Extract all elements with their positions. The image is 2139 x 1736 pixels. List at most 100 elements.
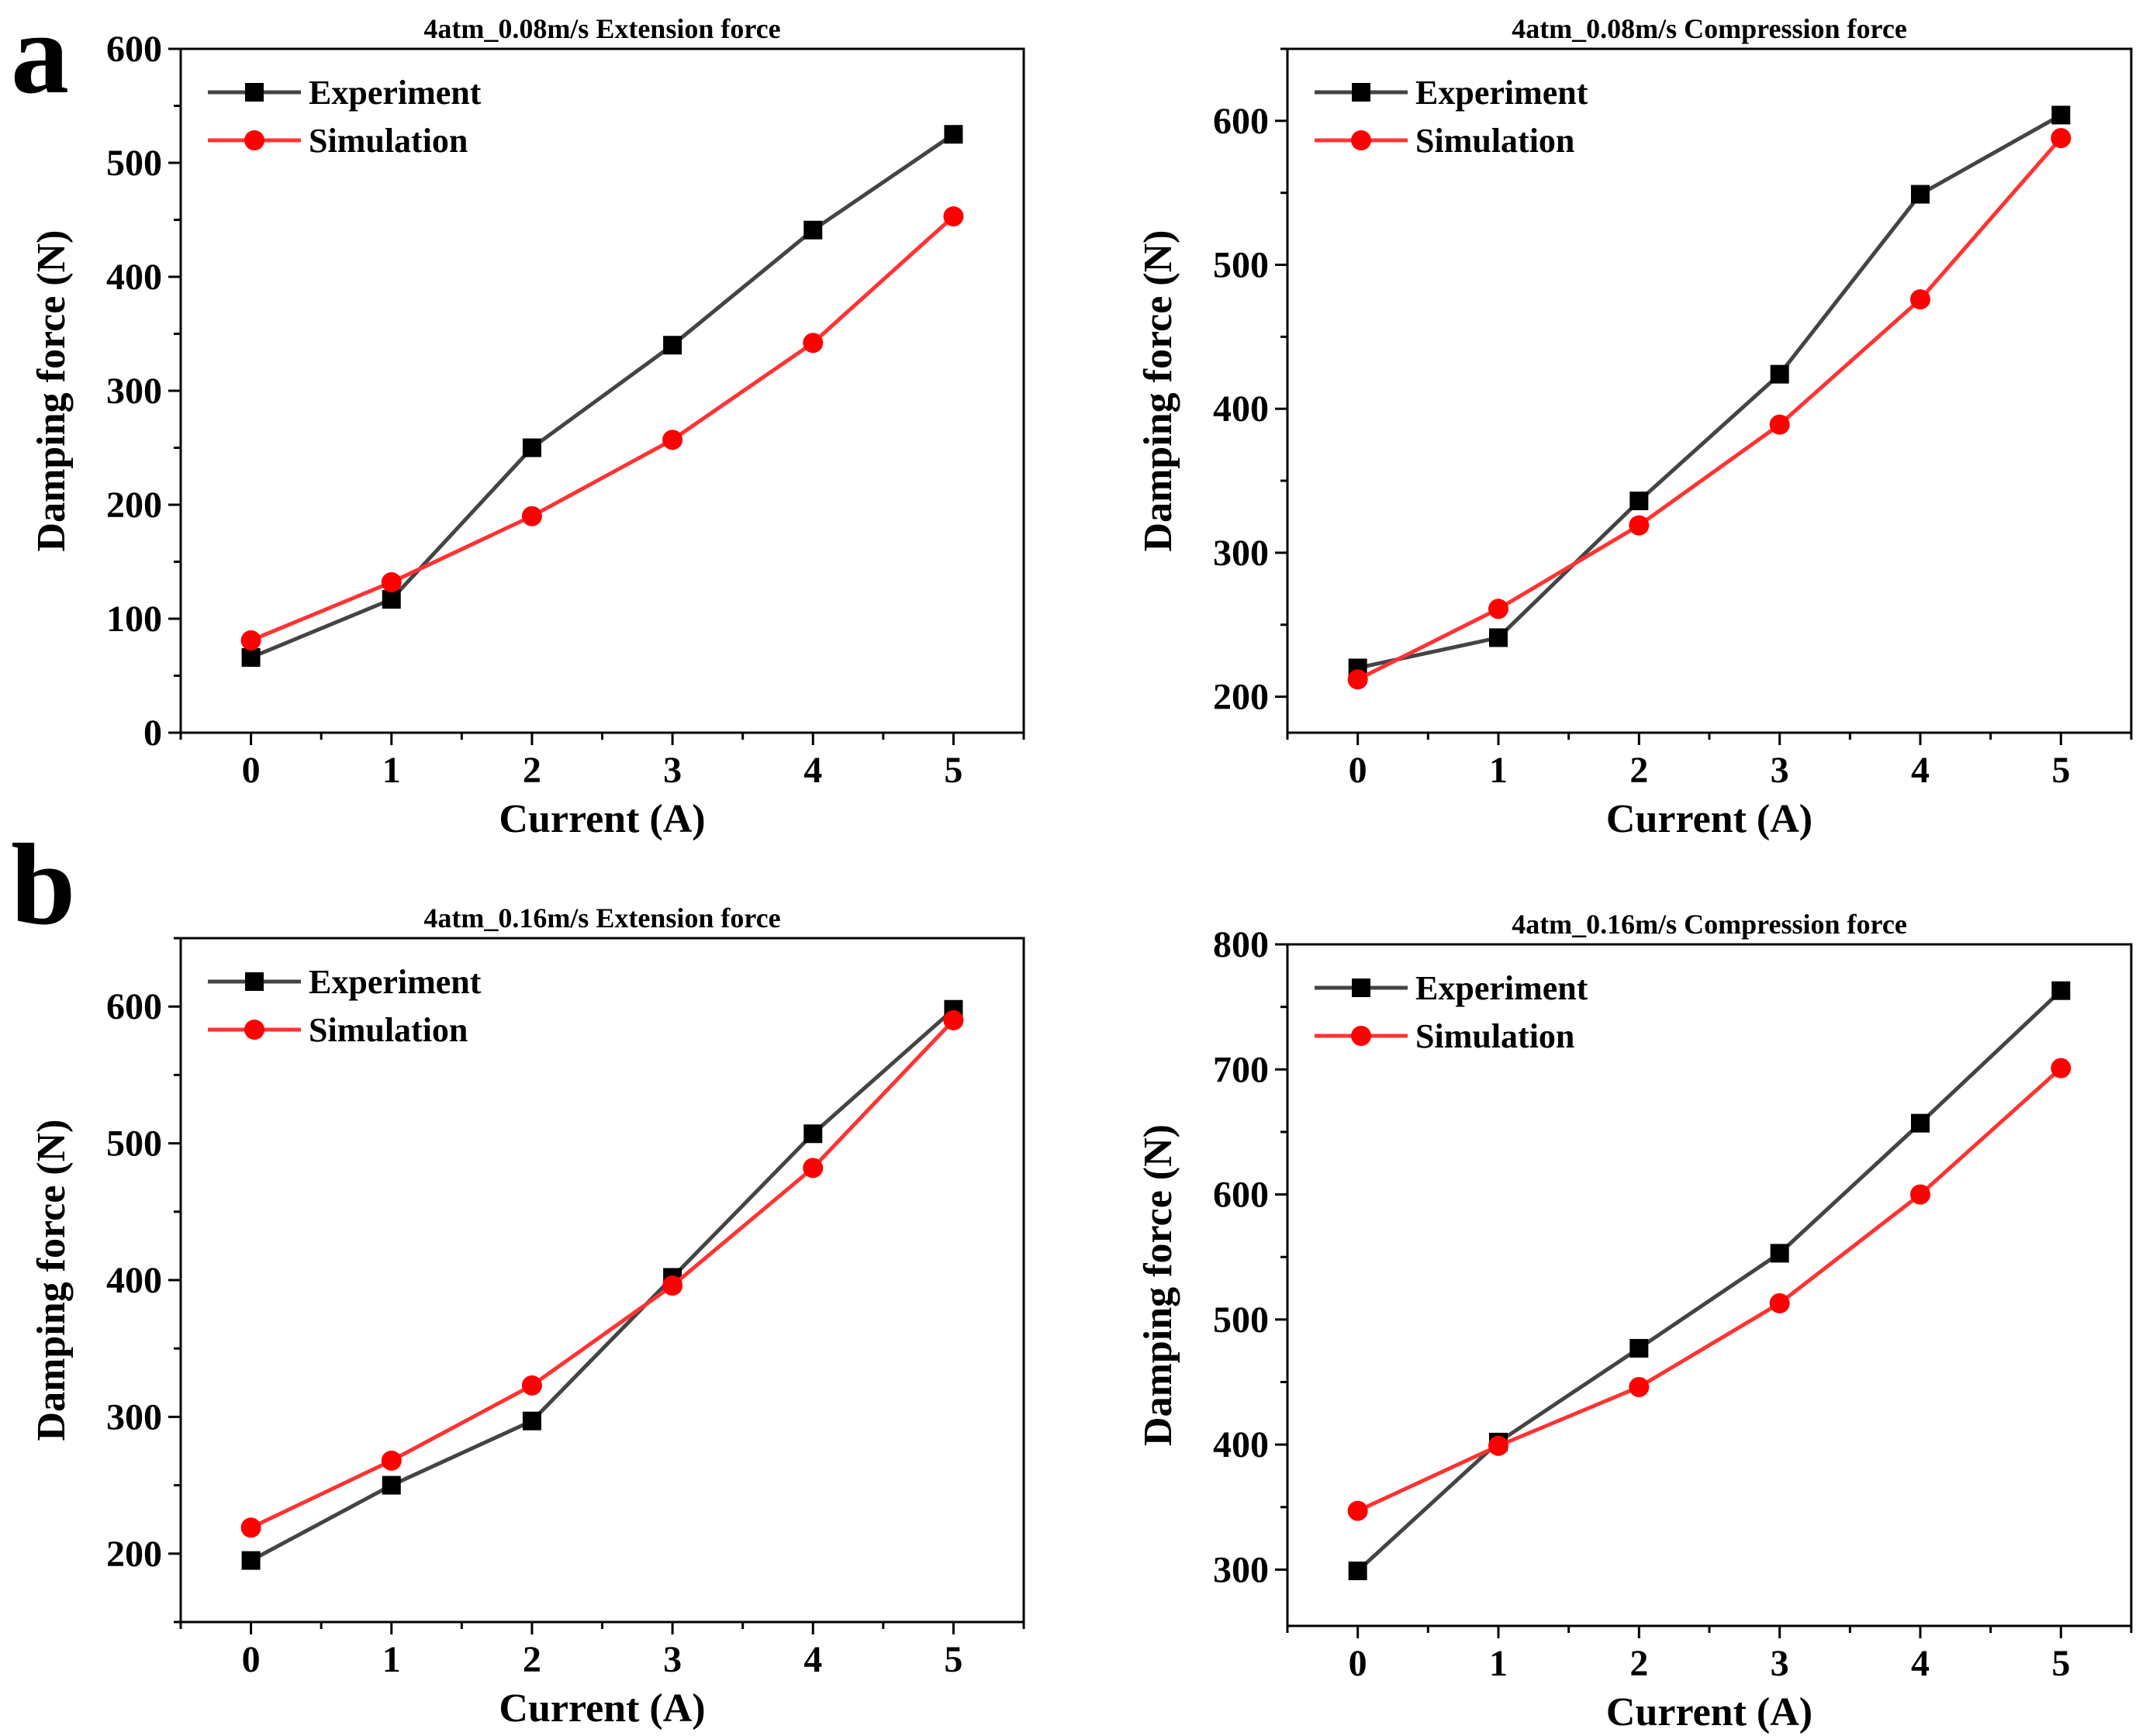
y-tick-label: 400 — [1213, 388, 1269, 430]
data-point-experiment — [663, 336, 682, 355]
x-tick-label: 0 — [242, 1639, 261, 1680]
x-tick-label: 1 — [382, 1639, 401, 1680]
chart-compression-016: 4atm_0.16m/s Compression force 0 1 2 3 4 5 300 4… — [1136, 909, 2133, 1734]
data-point-experiment — [1911, 1113, 1930, 1133]
y-tick-label: 0 — [143, 713, 162, 754]
series-line-simulation — [1356, 136, 2063, 682]
x-tick-label: 2 — [1629, 750, 1648, 791]
data-point-experiment — [1489, 628, 1508, 647]
legend-marker-simulation — [1351, 130, 1371, 150]
chart-compression-008: 4atm_0.08m/s Compression force 0 1 2 3 4 5 200 3… — [1136, 13, 2133, 841]
chart-title: 4atm_0.16m/s Extension force — [423, 903, 780, 934]
y-tick-label: 800 — [1213, 924, 1269, 965]
data-point-simulation — [381, 1450, 402, 1471]
data-point-experiment — [2051, 105, 2071, 125]
legend-label-simulation: Simulation — [309, 1011, 468, 1049]
chart-title: 4atm_0.16m/s Compression force — [1512, 909, 1907, 940]
chart-title: 4atm_0.08m/s Extension force — [423, 13, 780, 44]
data-point-experiment — [1911, 185, 1930, 204]
data-point-experiment — [803, 1124, 823, 1144]
y-tick-label: 100 — [106, 599, 162, 640]
legend-marker-experiment — [1352, 978, 1370, 997]
y-tick-label: 400 — [106, 1260, 162, 1301]
y-tick-label: 500 — [106, 143, 162, 184]
y-tick-label: 400 — [1213, 1424, 1269, 1465]
y-tick-label: 300 — [106, 1396, 162, 1437]
y-tick-label: 500 — [1213, 245, 1269, 286]
plot-frame — [1286, 943, 2133, 1627]
y-tick-label: 600 — [106, 986, 162, 1027]
data-point-experiment — [241, 1551, 261, 1570]
plot-frame — [179, 47, 1025, 734]
x-axis-label: Current (A) — [1606, 1690, 1812, 1734]
series-line-simulation — [250, 1019, 955, 1530]
legend-label-simulation: Simulation — [1415, 1017, 1574, 1055]
legend-marker-simulation — [244, 1020, 264, 1040]
x-tick-label: 4 — [1911, 750, 1930, 791]
data-point-simulation — [1769, 414, 1790, 435]
data-point-simulation — [662, 1275, 683, 1296]
legend-marker-experiment — [245, 972, 264, 991]
x-tick-label: 5 — [2051, 750, 2070, 791]
x-tick-label: 3 — [663, 1639, 682, 1680]
data-point-simulation — [240, 1517, 261, 1538]
x-tick-label: 2 — [523, 1639, 541, 1680]
x-tick-label: 3 — [1771, 750, 1789, 791]
data-point-simulation — [803, 333, 824, 354]
data-point-simulation — [2051, 1058, 2072, 1079]
chart-extension-016: 4atm_0.16m/s Extension force 0 1 2 3 4 5 200 300… — [29, 903, 1025, 1731]
data-point-simulation — [521, 1375, 542, 1396]
y-tick-label: 700 — [1213, 1049, 1269, 1090]
data-point-simulation — [1488, 599, 1508, 620]
y-tick-label: 600 — [106, 29, 162, 70]
y-tick-label: 200 — [106, 1534, 162, 1575]
data-point-simulation — [1769, 1293, 1790, 1313]
x-axis-label: Current (A) — [499, 797, 705, 841]
data-point-experiment — [944, 125, 963, 144]
legend-marker-experiment — [1352, 83, 1370, 102]
legend-label-experiment: Experiment — [309, 74, 482, 112]
chart-title: 4atm_0.08m/s Compression force — [1512, 13, 1907, 44]
data-point-simulation — [803, 1158, 824, 1179]
x-tick-label: 5 — [2051, 1643, 2070, 1684]
data-point-simulation — [521, 506, 542, 526]
legend-marker-simulation — [244, 130, 264, 150]
data-point-experiment — [522, 438, 541, 457]
x-tick-label: 5 — [944, 1639, 962, 1680]
y-tick-label: 400 — [106, 257, 162, 298]
series-line-simulation — [1356, 1066, 2063, 1513]
y-axis-label: Damping force (N) — [1136, 1124, 1180, 1446]
x-tick-label: 4 — [803, 1639, 822, 1680]
x-tick-label: 4 — [1911, 1643, 1930, 1684]
y-tick-label: 300 — [106, 371, 162, 412]
legend-label-experiment: Experiment — [1415, 74, 1588, 112]
legend-label-experiment: Experiment — [1415, 969, 1588, 1007]
series-line-experiment — [250, 133, 955, 660]
y-tick-label: 600 — [1213, 1175, 1269, 1216]
x-tick-label: 5 — [944, 750, 962, 791]
x-axis-label: Current (A) — [1606, 797, 1812, 841]
x-tick-label: 2 — [1629, 1643, 1648, 1684]
legend-label-simulation: Simulation — [1415, 122, 1574, 160]
data-point-simulation — [1347, 1500, 1368, 1521]
data-point-experiment — [382, 1475, 401, 1495]
y-tick-label: 300 — [1213, 1549, 1269, 1590]
y-tick-label: 200 — [106, 485, 162, 526]
y-axis-label: Damping force (N) — [29, 230, 74, 552]
data-point-experiment — [522, 1411, 541, 1431]
data-point-simulation — [1629, 515, 1650, 536]
panel-label-a: a — [11, 0, 69, 118]
legend-marker-simulation — [1351, 1026, 1371, 1046]
x-tick-label: 0 — [1349, 1643, 1367, 1684]
data-point-experiment — [1770, 364, 1789, 384]
series-line-experiment — [250, 1007, 955, 1562]
plot-frame — [179, 937, 1025, 1624]
legend-label-experiment: Experiment — [309, 963, 482, 1001]
plot-frame — [1286, 47, 2133, 734]
data-point-simulation — [240, 630, 261, 651]
data-point-simulation — [662, 430, 683, 450]
data-point-simulation — [1910, 1184, 1930, 1205]
data-point-experiment — [1348, 1562, 1367, 1581]
y-tick-label: 200 — [1213, 677, 1269, 718]
